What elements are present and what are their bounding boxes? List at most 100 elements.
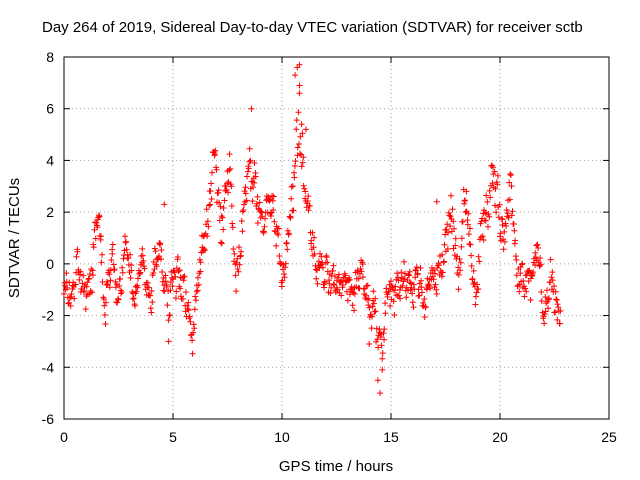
data-point xyxy=(232,272,239,279)
data-point xyxy=(435,262,442,269)
x-tick-label: 15 xyxy=(383,429,399,445)
data-point xyxy=(554,301,561,308)
data-point xyxy=(503,223,510,230)
data-point xyxy=(220,226,227,233)
data-point xyxy=(239,208,246,215)
y-tick-label: 4 xyxy=(46,152,54,168)
data-point xyxy=(526,267,533,274)
data-point xyxy=(151,245,158,252)
data-point xyxy=(254,219,261,226)
data-point xyxy=(311,250,318,257)
data-point xyxy=(446,212,453,219)
data-point xyxy=(93,219,100,226)
data-point xyxy=(277,260,284,267)
data-point xyxy=(293,117,300,124)
data-point xyxy=(275,231,282,238)
data-point xyxy=(478,218,485,225)
data-point xyxy=(157,240,164,247)
y-tick-label: -2 xyxy=(42,308,55,324)
data-point xyxy=(382,310,389,317)
data-point xyxy=(545,305,552,312)
data-point xyxy=(217,239,224,246)
data-point xyxy=(239,228,246,235)
data-point xyxy=(147,292,154,299)
data-point xyxy=(112,284,119,291)
data-point xyxy=(331,273,338,280)
data-point xyxy=(380,330,387,337)
data-point xyxy=(517,270,524,277)
data-point xyxy=(192,293,199,300)
data-point xyxy=(185,307,192,314)
data-point xyxy=(480,237,487,244)
data-point xyxy=(335,274,342,281)
data-point xyxy=(439,269,446,276)
data-point xyxy=(287,214,294,221)
data-point xyxy=(114,299,121,306)
data-point xyxy=(381,336,388,343)
data-point xyxy=(363,282,370,289)
data-point xyxy=(197,268,204,275)
data-point xyxy=(159,268,166,275)
data-point xyxy=(293,126,300,133)
data-point xyxy=(91,219,98,226)
data-point xyxy=(226,151,233,158)
data-point xyxy=(484,223,491,230)
chart-title: Day 264 of 2019, Sidereal Day-to-day VTE… xyxy=(42,19,583,36)
grid-lines xyxy=(64,57,609,419)
data-point xyxy=(538,288,545,295)
data-point xyxy=(408,284,415,291)
data-point xyxy=(330,281,337,288)
data-point xyxy=(512,237,519,244)
data-point xyxy=(279,277,286,284)
data-point xyxy=(400,258,407,265)
data-point xyxy=(473,289,480,296)
data-point xyxy=(431,266,438,273)
data-point xyxy=(118,289,125,296)
data-point xyxy=(167,287,174,294)
data-point xyxy=(224,180,231,187)
data-point xyxy=(141,265,148,272)
data-point xyxy=(257,214,264,221)
data-point xyxy=(63,279,70,286)
data-point xyxy=(206,202,213,209)
data-point xyxy=(291,174,298,181)
data-point xyxy=(294,144,301,151)
data-point xyxy=(134,284,141,291)
data-point xyxy=(409,290,416,297)
data-point xyxy=(288,183,295,190)
data-point xyxy=(207,201,214,208)
data-point xyxy=(241,201,248,208)
data-point xyxy=(296,141,303,148)
data-point xyxy=(556,320,563,327)
data-point xyxy=(129,295,136,302)
data-point xyxy=(71,295,78,302)
data-point xyxy=(89,272,96,279)
data-point xyxy=(327,290,334,297)
data-point xyxy=(513,272,520,279)
data-point xyxy=(462,209,469,216)
data-point xyxy=(165,338,172,345)
data-point xyxy=(377,333,384,340)
data-point xyxy=(284,246,291,253)
data-point xyxy=(273,242,280,249)
data-point xyxy=(365,295,372,302)
data-point xyxy=(110,261,117,268)
data-point xyxy=(507,172,514,179)
data-point xyxy=(395,277,402,284)
data-point xyxy=(356,285,363,292)
data-point xyxy=(116,282,123,289)
data-point xyxy=(86,275,93,282)
data-point xyxy=(195,281,202,288)
data-point xyxy=(163,281,170,288)
data-point xyxy=(498,215,505,222)
data-points xyxy=(60,61,564,397)
data-point xyxy=(185,299,192,306)
data-point xyxy=(174,253,181,260)
data-point xyxy=(107,277,114,284)
data-point xyxy=(118,290,125,297)
data-point xyxy=(462,197,469,204)
data-point xyxy=(433,291,440,298)
data-point xyxy=(451,225,458,232)
data-point xyxy=(281,274,288,281)
data-point xyxy=(262,215,269,222)
